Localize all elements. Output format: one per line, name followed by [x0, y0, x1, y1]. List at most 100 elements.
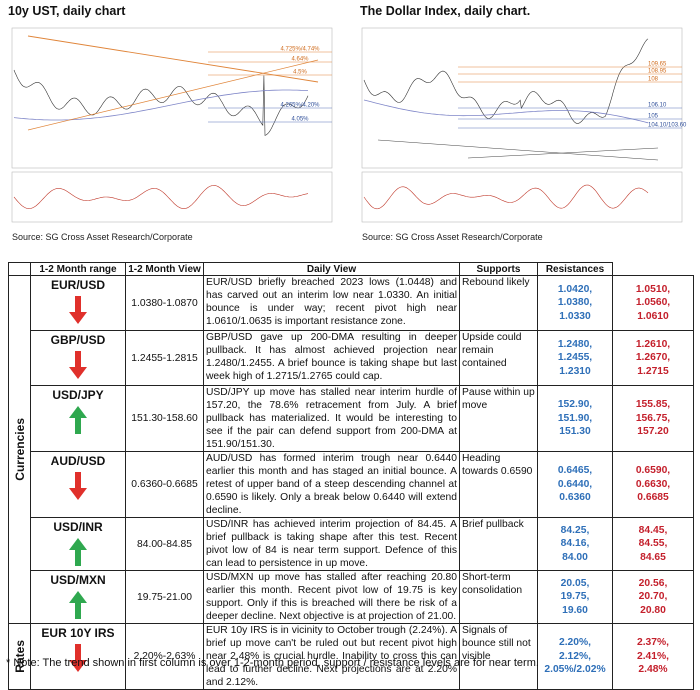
- level-label: 104.10/103.60: [648, 123, 687, 129]
- support-level: 1.0420,: [557, 283, 593, 295]
- arrow-up: [69, 406, 87, 434]
- table-row: Currencies EUR/USD 1.0380-1.0870 EUR/USD br…: [8, 275, 694, 624]
- osc-frame: [361, 171, 683, 223]
- resistances-cell: 84.45, 84.55, 84.65: [612, 517, 694, 571]
- arrow-down: [69, 644, 87, 672]
- resistances-cell: 2.37%, 2.41%, 2.48%: [612, 623, 694, 690]
- level-label: 4.725%/4.74%: [280, 47, 320, 53]
- trendline: [27, 59, 319, 131]
- osc: [13, 185, 309, 209]
- pair-cell: GBP/USD: [30, 330, 126, 386]
- resistances-cell: 1.0510, 1.0560, 1.0610: [612, 275, 694, 331]
- resistance-level: 0.6685: [637, 492, 669, 504]
- arrow-down: [69, 296, 87, 324]
- supports-cell: 20.05, 19.75, 19.60: [537, 570, 613, 624]
- view-cell: AUD/USD has formed interim trough near 0…: [203, 451, 460, 518]
- range-cell: 84.00-84.85: [125, 517, 204, 571]
- support-level: 1.0330: [559, 310, 591, 322]
- support-level: 2.05%/2.02%: [544, 664, 606, 676]
- resistance-level: 84.65: [640, 551, 666, 563]
- pair-name: USD/INR: [53, 520, 103, 534]
- level-label: 108: [648, 77, 659, 83]
- resistance-level: 155.85,: [635, 399, 671, 411]
- pair-cell: AUD/USD: [30, 451, 126, 518]
- daily-cell: Brief pullback: [459, 517, 538, 571]
- arrow-shape: [69, 351, 87, 379]
- resistances-cell: 0.6590, 0.6630, 0.6685: [612, 451, 694, 518]
- header-cell: 1-2 Month View: [125, 262, 204, 276]
- level-label: 106.10: [648, 103, 667, 109]
- arrow-up: [69, 538, 87, 566]
- resistance-level: 1.2670,: [635, 352, 671, 364]
- support-level: 151.30: [559, 426, 591, 438]
- range-cell: 1.0380-1.0870: [125, 275, 204, 331]
- table-row: USD/JPY 151.30-158.60 USD/JPY up move has …: [9, 385, 694, 452]
- support-level: 1.2455,: [557, 352, 593, 364]
- ust-chart: 4.725%/4.74% 4.64% 4.5% 4.265%/4.20% 4.05%: [11, 27, 333, 223]
- footnote: * Note: The trend shown in first column …: [6, 657, 539, 669]
- daily-cell: Rebound likely: [459, 275, 538, 331]
- resistance-level: 20.56,: [638, 577, 668, 589]
- price: [363, 38, 649, 124]
- plot-frame: [11, 27, 333, 169]
- table-row: USD/INR 84.00-84.85 USD/INR has achieved i…: [9, 517, 694, 571]
- range-cell: 151.30-158.60: [125, 385, 204, 452]
- supports-cell: 84.25, 84.16, 84.00: [537, 517, 613, 571]
- view-cell: EUR/USD briefly breached 2023 lows (1.04…: [203, 275, 460, 331]
- range-cell: 1.2455-1.2815: [125, 330, 204, 386]
- header-cell: Daily View: [203, 262, 460, 276]
- support-level: 0.6465,: [557, 465, 593, 477]
- arrow-shape: [69, 296, 87, 324]
- resistance-level: 84.55,: [638, 538, 668, 550]
- daily-cell: Heading towards 0.6590: [459, 451, 538, 518]
- view-cell: GBP/USD gave up 200-DMA resulting in dee…: [203, 330, 460, 386]
- pair-name: USD/JPY: [52, 388, 104, 402]
- supports-cell: 1.2480, 1.2455, 1.2310: [537, 330, 613, 386]
- support-level: 151.90,: [557, 412, 593, 424]
- trendline: [27, 35, 319, 83]
- pair-cell: USD/JPY: [30, 385, 126, 452]
- level-label: 4.05%: [291, 117, 309, 123]
- outlook-table: 1-2 Month range 1-2 Month View Daily View S…: [8, 262, 694, 690]
- resistance-level: 2.37%,: [636, 637, 670, 649]
- pair-name: EUR/USD: [50, 278, 105, 292]
- resistances-cell: 1.2610, 1.2670, 1.2715: [612, 330, 694, 386]
- resistances-cell: 20.56, 20.70, 20.80: [612, 570, 694, 624]
- resistance-level: 156.75,: [635, 412, 671, 424]
- range-cell: 0.6360-0.6685: [125, 451, 204, 518]
- support-level: 0.6440,: [557, 478, 593, 490]
- resistance-level: 1.0510,: [635, 283, 671, 295]
- resistance-level: 20.80: [640, 604, 666, 616]
- resistance-level: 1.2715: [637, 365, 669, 377]
- support-level: 2.12%,: [558, 650, 592, 662]
- channel: [377, 139, 659, 161]
- daily-cell: Pause within up move: [459, 385, 538, 452]
- level-label: 4.265%/4.20%: [280, 103, 320, 109]
- support-level: 84.16,: [560, 538, 590, 550]
- pair-cell: USD/MXN: [30, 570, 126, 624]
- arrow-down: [69, 472, 87, 500]
- support-level: 1.0380,: [557, 297, 593, 309]
- resistance-level: 20.70,: [638, 591, 668, 603]
- support-level: 19.75,: [560, 591, 590, 603]
- pair-cell: EUR/USD: [30, 275, 126, 331]
- support-level: 84.25,: [560, 524, 590, 536]
- arrow-up: [69, 591, 87, 619]
- supports-cell: 1.0420, 1.0380, 1.0330: [537, 275, 613, 331]
- daily-cell: Short-term consolidation: [459, 570, 538, 624]
- resistance-level: 2.48%: [638, 664, 668, 676]
- resistance-level: 0.6590,: [635, 465, 671, 477]
- support-level: 84.00: [562, 551, 588, 563]
- arrow-shape: [69, 644, 87, 672]
- plot-frame: [361, 27, 683, 169]
- level-label: 4.5%: [293, 70, 307, 76]
- arrow-shape: [69, 406, 87, 434]
- header-cell: 1-2 Month range: [30, 262, 126, 276]
- resistance-level: 2.41%,: [636, 650, 670, 662]
- price: [13, 69, 309, 136]
- header-cell: Supports: [459, 262, 538, 276]
- ma: [13, 89, 309, 121]
- support-level: 1.2480,: [557, 338, 593, 350]
- resistance-level: 0.6630,: [635, 478, 671, 490]
